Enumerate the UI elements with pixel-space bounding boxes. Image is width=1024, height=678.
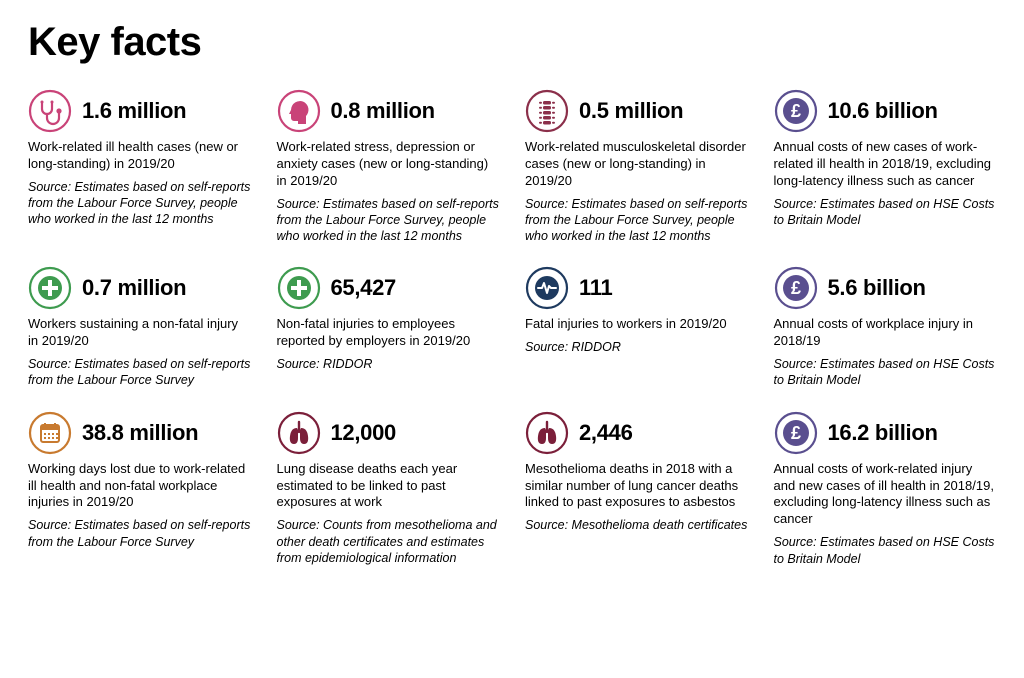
fact-stat: 0.8 million — [331, 98, 435, 124]
head-icon — [277, 89, 321, 133]
fact-card: 2,446 Mesothelioma deaths in 2018 with a… — [525, 411, 748, 567]
fact-source: Source: Estimates based on self-reports … — [28, 356, 251, 389]
fact-description: Non-fatal injuries to employees reported… — [277, 316, 500, 350]
fact-stat: 111 — [579, 275, 612, 301]
plus-icon — [277, 266, 321, 310]
plus-icon — [28, 266, 72, 310]
fact-header: 12,000 — [277, 411, 500, 455]
fact-stat: 0.7 million — [82, 275, 186, 301]
fact-card: 38.8 million Working days lost due to wo… — [28, 411, 251, 567]
fact-card: 1.6 million Work-related ill health case… — [28, 89, 251, 244]
fact-description: Lung disease deaths each year estimated … — [277, 461, 500, 512]
fact-header: £ 5.6 billion — [774, 266, 997, 310]
fact-card: 0.5 million Work-related musculoskeletal… — [525, 89, 748, 244]
fact-stat: 12,000 — [331, 420, 397, 446]
fact-stat: 0.5 million — [579, 98, 683, 124]
fact-stat: 16.2 billion — [828, 420, 938, 446]
fact-source: Source: RIDDOR — [277, 356, 500, 372]
fact-stat: 10.6 billion — [828, 98, 938, 124]
fact-stat: 38.8 million — [82, 420, 198, 446]
lungs-icon — [277, 411, 321, 455]
lungs-icon — [525, 411, 569, 455]
fact-header: £ 16.2 billion — [774, 411, 997, 455]
calendar-icon — [28, 411, 72, 455]
fact-card: 65,427 Non-fatal injuries to employees r… — [277, 266, 500, 388]
fact-stat: 65,427 — [331, 275, 397, 301]
fact-source: Source: Estimates based on HSE Costs to … — [774, 196, 997, 229]
fact-source: Source: Estimates based on self-reports … — [28, 179, 251, 228]
fact-description: Annual costs of new cases of work-relate… — [774, 139, 997, 190]
fact-card: 0.8 million Work-related stress, depress… — [277, 89, 500, 244]
pound-icon: £ — [774, 411, 818, 455]
fact-source: Source: Estimates based on self-reports … — [28, 517, 251, 550]
fact-header: £ 10.6 billion — [774, 89, 997, 133]
stethoscope-icon — [28, 89, 72, 133]
fact-source: Source: Estimates based on self-reports … — [525, 196, 748, 245]
fact-card: 0.7 million Workers sustaining a non-fat… — [28, 266, 251, 388]
fact-header: 0.5 million — [525, 89, 748, 133]
fact-stat: 1.6 million — [82, 98, 186, 124]
facts-grid: 1.6 million Work-related ill health case… — [28, 89, 996, 567]
fact-source: Source: Estimates based on self-reports … — [277, 196, 500, 245]
fact-stat: 5.6 billion — [828, 275, 926, 301]
fact-card: £ 5.6 billion Annual costs of workplace … — [774, 266, 997, 388]
fact-header: 0.8 million — [277, 89, 500, 133]
fact-description: Mesothelioma deaths in 2018 with a simil… — [525, 461, 748, 512]
svg-text:£: £ — [790, 101, 800, 121]
fact-card: 111 Fatal injuries to workers in 2019/20… — [525, 266, 748, 388]
pound-icon: £ — [774, 89, 818, 133]
fact-card: £ 10.6 billion Annual costs of new cases… — [774, 89, 997, 244]
fact-description: Workers sustaining a non-fatal injury in… — [28, 316, 251, 350]
fact-source: Source: Estimates based on HSE Costs to … — [774, 356, 997, 389]
fact-description: Work-related musculoskeletal disorder ca… — [525, 139, 748, 190]
fact-source: Source: Counts from mesothelioma and oth… — [277, 517, 500, 566]
fact-header: 0.7 million — [28, 266, 251, 310]
fact-header: 38.8 million — [28, 411, 251, 455]
fact-card: 12,000 Lung disease deaths each year est… — [277, 411, 500, 567]
spine-icon — [525, 89, 569, 133]
fact-description: Fatal injuries to workers in 2019/20 — [525, 316, 748, 333]
fact-description: Work-related stress, depression or anxie… — [277, 139, 500, 190]
fact-description: Work-related ill health cases (new or lo… — [28, 139, 251, 173]
svg-text:£: £ — [790, 278, 800, 298]
fact-header: 2,446 — [525, 411, 748, 455]
fact-description: Annual costs of workplace injury in 2018… — [774, 316, 997, 350]
svg-text:£: £ — [790, 423, 800, 443]
pulse-icon — [525, 266, 569, 310]
fact-source: Source: Estimates based on HSE Costs to … — [774, 534, 997, 567]
fact-stat: 2,446 — [579, 420, 633, 446]
fact-header: 111 — [525, 266, 748, 310]
page-title: Key facts — [28, 20, 996, 65]
fact-card: £ 16.2 billion Annual costs of work-rela… — [774, 411, 997, 567]
fact-source: Source: Mesothelioma death certificates — [525, 517, 748, 533]
fact-description: Working days lost due to work-related il… — [28, 461, 251, 512]
fact-description: Annual costs of work-related injury and … — [774, 461, 997, 529]
fact-source: Source: RIDDOR — [525, 339, 748, 355]
fact-header: 1.6 million — [28, 89, 251, 133]
fact-header: 65,427 — [277, 266, 500, 310]
pound-icon: £ — [774, 266, 818, 310]
